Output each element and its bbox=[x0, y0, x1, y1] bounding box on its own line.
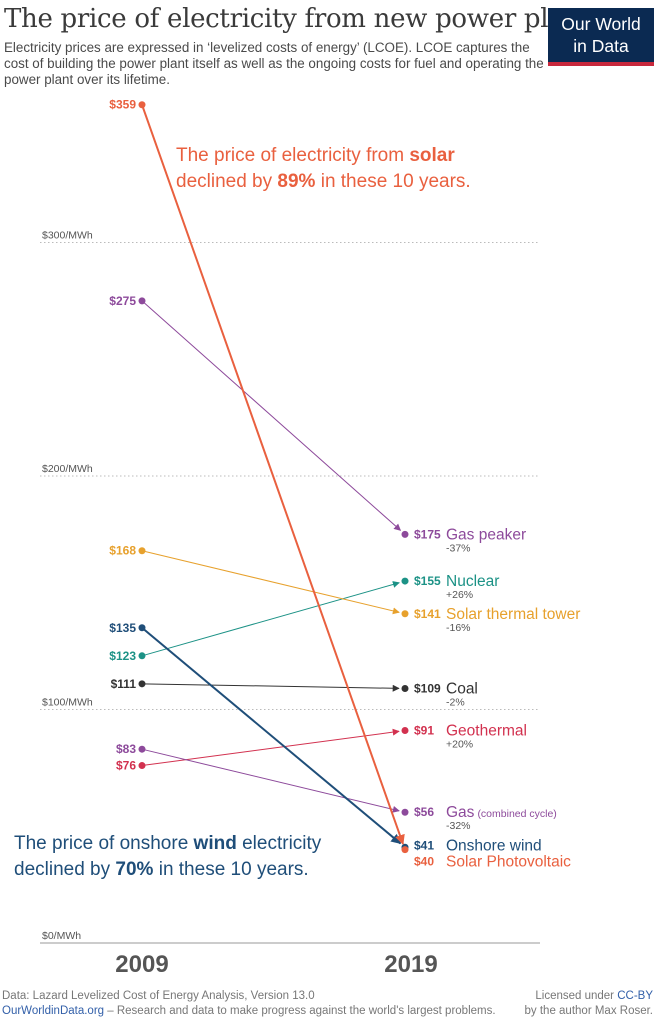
start-value-label: $123 bbox=[109, 649, 136, 663]
start-point bbox=[138, 652, 146, 660]
end-value-label: $91 bbox=[414, 724, 434, 738]
license-prefix: Licensed under bbox=[535, 990, 618, 1002]
start-value-label: $135 bbox=[109, 621, 136, 635]
series-line-nuclear bbox=[141, 581, 400, 657]
solar-annotation-mid: declined by bbox=[176, 171, 278, 192]
change-label: -2% bbox=[446, 696, 465, 708]
solar-annotation: The price of electricity from solar decl… bbox=[176, 143, 471, 195]
wind-annotation-mid: declined by bbox=[14, 859, 116, 880]
wind-annotation-post1: electricity bbox=[236, 833, 322, 854]
series-line-onshore-wind bbox=[141, 627, 402, 845]
start-point bbox=[138, 680, 146, 688]
change-label: -37% bbox=[446, 542, 471, 554]
end-value-label: $41 bbox=[414, 838, 434, 852]
wind-annotation-post: in these 10 years. bbox=[153, 859, 309, 880]
footer-license: Licensed under CC-BY by the author Max R… bbox=[525, 989, 653, 1019]
wind-annotation-percent: 70% bbox=[115, 859, 154, 880]
license-author: by the author Max Roser. bbox=[524, 1005, 653, 1017]
chart-subtitle: Electricity prices are expressed in ‘lev… bbox=[4, 40, 544, 87]
start-value-label: $76 bbox=[116, 759, 136, 773]
solar-annotation-pre: The price of electricity from bbox=[176, 145, 410, 166]
end-value-label: $141 bbox=[414, 607, 441, 621]
wind-annotation: The price of onshore wind electricity de… bbox=[14, 831, 321, 883]
chart-title: The price of electricity from new power … bbox=[4, 4, 604, 34]
start-value-label: $275 bbox=[109, 294, 136, 308]
series-line-gas-peaker bbox=[141, 300, 402, 531]
end-point bbox=[401, 727, 409, 735]
series-line-gas bbox=[141, 748, 400, 813]
change-label: -32% bbox=[446, 820, 471, 832]
start-value-label: $111 bbox=[111, 677, 137, 691]
wind-annotation-bold: wind bbox=[193, 833, 237, 854]
change-label: +26% bbox=[446, 589, 473, 601]
end-value-label: $109 bbox=[414, 681, 441, 695]
end-value-label: $56 bbox=[414, 805, 434, 819]
change-label: +20% bbox=[446, 739, 473, 751]
end-point bbox=[401, 846, 409, 854]
start-point bbox=[138, 624, 146, 632]
y-tick-label: $100/MWh bbox=[42, 697, 93, 709]
footer-source: Data: Lazard Levelized Cost of Energy An… bbox=[2, 989, 496, 1019]
series-name-label: Nuclear bbox=[446, 573, 499, 590]
series-line-geothermal bbox=[141, 728, 400, 767]
end-value-label: $175 bbox=[414, 527, 441, 541]
end-point bbox=[401, 530, 409, 538]
y-tick-label: $0/MWh bbox=[42, 930, 81, 942]
series-name-label: Gas peaker bbox=[446, 526, 526, 543]
series-name-label: Geothermal bbox=[446, 723, 527, 740]
series-name-label: Onshore wind bbox=[446, 837, 542, 854]
start-value-label: $359 bbox=[109, 98, 136, 112]
series-name-label: Coal bbox=[446, 680, 478, 697]
change-label: -16% bbox=[446, 622, 471, 634]
end-value-label: $40 bbox=[414, 855, 434, 869]
site-link[interactable]: OurWorldinData.org bbox=[2, 1005, 105, 1017]
y-tick-label: $200/MWh bbox=[42, 463, 93, 475]
logo-line-2: in Data bbox=[573, 36, 629, 56]
solar-annotation-percent: 89% bbox=[277, 171, 316, 192]
series-name-label: Solar Photovoltaic bbox=[446, 854, 571, 871]
x-tick-label-2019: 2019 bbox=[384, 951, 437, 978]
series-name-suffix: (combined cycle) bbox=[477, 808, 556, 820]
solar-annotation-bold: solar bbox=[409, 145, 455, 166]
series-line-solar-thermal-tower bbox=[141, 550, 400, 615]
end-point bbox=[401, 684, 409, 692]
start-point bbox=[138, 762, 146, 770]
source-note: Data: Lazard Levelized Cost of Energy An… bbox=[2, 990, 315, 1002]
start-point bbox=[138, 297, 146, 305]
start-point bbox=[138, 745, 146, 753]
end-point bbox=[401, 577, 409, 585]
series-name-label: Solar thermal tower bbox=[446, 606, 580, 623]
series-line-coal bbox=[141, 683, 400, 692]
series-name-label: Gas (combined cycle) bbox=[446, 804, 557, 821]
start-value-label: $83 bbox=[116, 742, 136, 756]
start-point bbox=[138, 101, 146, 109]
end-point bbox=[401, 610, 409, 618]
end-point bbox=[401, 808, 409, 816]
y-tick-label: $300/MWh bbox=[42, 230, 93, 242]
logo-line-1: Our World bbox=[561, 14, 641, 34]
solar-annotation-post: in these 10 years. bbox=[315, 171, 471, 192]
start-point bbox=[138, 547, 146, 555]
owid-logo[interactable]: Our World in Data bbox=[548, 8, 654, 66]
license-link[interactable]: CC-BY bbox=[617, 990, 653, 1002]
x-tick-label-2009: 2009 bbox=[115, 951, 168, 978]
end-value-label: $155 bbox=[414, 574, 441, 588]
series-line-solar-photovoltaic bbox=[141, 104, 405, 845]
wind-annotation-pre: The price of onshore bbox=[14, 833, 194, 854]
start-value-label: $168 bbox=[109, 544, 136, 558]
site-tagline: – Research and data to make progress aga… bbox=[104, 1005, 496, 1017]
